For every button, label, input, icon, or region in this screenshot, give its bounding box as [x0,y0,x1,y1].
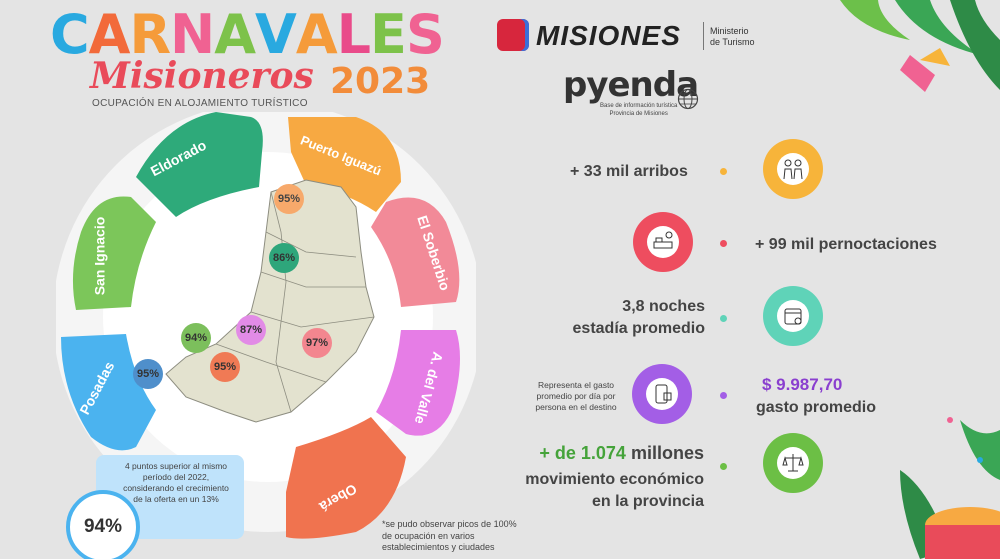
region-segment-puerto-iguazu [288,117,401,212]
badge-san-ignacio: 94% [181,323,211,353]
title-letter: R [129,3,171,66]
summary-text: 4 puntos superior al mismo período del 2… [123,461,229,505]
region-wheel [56,112,476,539]
logo-divider [703,22,704,50]
stat-dot [720,463,727,470]
stat-economy-line3: en la provincia [591,493,704,510]
badge-obera: 95% [210,352,240,382]
title-letter: A [214,3,256,66]
bed-icon [633,212,693,272]
title-letter: A [295,3,338,66]
stat-arrivals: + 33 mil arribos [570,163,688,180]
title-letter: V [255,3,297,66]
misiones-logo-icon [497,19,529,51]
stat-spend-value: $ 9.987,70 [762,375,843,394]
region-segment-a-del-valle [376,330,460,436]
travelers-icon [763,139,823,199]
stat-dot [720,240,727,247]
stat-spend-label: gasto promedio [756,399,877,416]
region-label-san-ignacio: San Ignacio [91,216,108,296]
stat-stay-label: estadía promedio [572,320,705,337]
title-subtitle: Misioneros [90,55,314,97]
title-letter: S [405,3,445,66]
region-segment-san-ignacio [72,196,156,310]
ministerio-label: Ministerio de Turismo [710,26,755,48]
stat-economy-value-line: + de 1.074 millones [509,443,704,464]
badge-eldorado: 86% [269,243,299,273]
badge-el-soberbio: 97% [302,328,332,358]
summary-percentage: 94% [66,490,140,559]
title-year: 2023 [330,61,431,102]
region-segment-posadas [61,334,156,451]
title-letter: N [170,3,215,66]
badge-posadas: 95% [133,359,163,389]
stat-spend-note: Representa el gasto promedio por día por… [535,380,617,413]
badge-puerto-iguazu: 95% [274,184,304,214]
misiones-logo: MISIONES [536,20,681,51]
stat-nights: + 99 mil pernoctaciones [755,236,937,253]
scale-icon [763,433,823,493]
stat-dot [720,168,727,175]
stat-economy-value: + de 1.074 [539,443,626,463]
drum-decoration [900,417,1000,559]
pyenda-logo: pyenda [563,65,699,105]
stat-dot [720,392,727,399]
title-letter: L [336,3,371,66]
badge-a-del-valle: 87% [236,315,266,345]
title-letter: E [370,3,407,66]
palm-leaves-decoration [840,0,1000,92]
stat-stay-value: 3,8 noches [622,298,705,315]
pyenda-caption: Base de información turística Provincia … [600,103,678,117]
globe-icon [677,88,699,110]
footnote: *se pudo observar picos de 100% de ocupa… [382,519,517,553]
stat-economy-suffix: millones [630,443,704,463]
region-segment-el-soberbio [371,197,460,307]
title-letter: C [50,3,90,66]
region-segment-eldorado [136,112,263,217]
stat-economy-line2: movimiento económico [525,471,704,488]
stat-dot [720,315,727,322]
wallet-icon [632,364,692,424]
page-caption: OCUPACIÓN EN ALOJAMIENTO TURÍSTICO [92,98,308,109]
title-carnavales: CARNAVALES [50,3,445,66]
calendar-icon [763,286,823,346]
region-segment-obera [286,417,406,539]
title-letter: A [88,3,131,66]
